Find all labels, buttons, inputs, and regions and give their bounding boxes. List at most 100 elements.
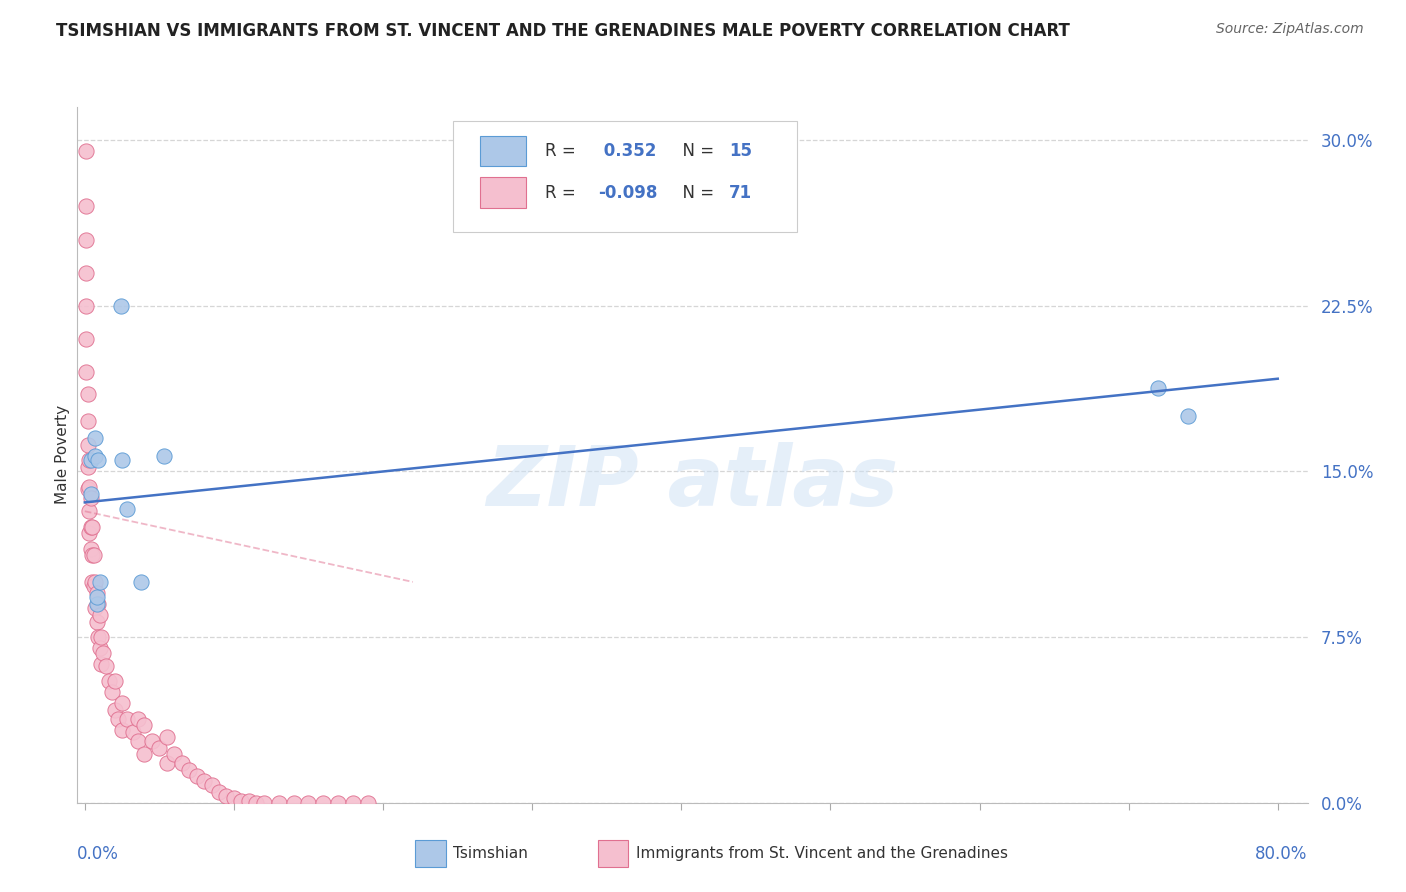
Point <box>156 756 179 770</box>
Point <box>170 756 193 770</box>
Point <box>84 601 107 615</box>
Point <box>134 718 156 732</box>
Text: N =: N = <box>672 184 718 202</box>
Point <box>141 734 163 748</box>
Point <box>215 789 238 804</box>
Point <box>111 697 134 711</box>
Text: 80.0%: 80.0% <box>1256 845 1308 863</box>
Point <box>121 725 143 739</box>
Point <box>80 519 103 533</box>
Point <box>222 791 245 805</box>
Point <box>328 796 350 810</box>
Point <box>82 549 104 563</box>
Point <box>231 794 253 808</box>
Point <box>148 740 170 755</box>
Point <box>91 646 114 660</box>
Point <box>76 482 98 496</box>
Point <box>283 796 305 810</box>
Text: 15: 15 <box>730 142 752 160</box>
Point <box>75 266 97 280</box>
Point <box>179 763 201 777</box>
Text: R =: R = <box>546 142 581 160</box>
Text: ZIP atlas: ZIP atlas <box>486 442 898 524</box>
Text: R =: R = <box>546 184 581 202</box>
Point <box>90 630 112 644</box>
Point <box>89 574 111 589</box>
Point <box>82 574 104 589</box>
Point <box>94 658 117 673</box>
FancyBboxPatch shape <box>453 121 797 232</box>
Y-axis label: Male Poverty: Male Poverty <box>55 405 70 505</box>
Point <box>89 608 111 623</box>
Point <box>77 526 100 541</box>
Point <box>83 549 105 563</box>
Point <box>86 615 108 629</box>
Point <box>104 703 127 717</box>
Point <box>83 579 105 593</box>
Point <box>75 332 97 346</box>
Point <box>97 674 120 689</box>
Point <box>153 449 176 463</box>
Point <box>84 431 107 445</box>
Text: N =: N = <box>672 142 718 160</box>
Point <box>80 491 103 505</box>
Point <box>163 747 186 762</box>
Point <box>104 674 127 689</box>
Point <box>77 504 100 518</box>
Point <box>86 591 108 605</box>
Point <box>127 712 149 726</box>
Text: 71: 71 <box>730 184 752 202</box>
Point <box>111 453 134 467</box>
Point <box>186 769 208 783</box>
Point <box>87 453 110 467</box>
Point <box>75 233 97 247</box>
Point <box>75 365 97 379</box>
Point <box>82 519 104 533</box>
Point <box>342 796 364 810</box>
Point <box>107 712 129 726</box>
Point <box>80 453 103 467</box>
Point <box>75 145 97 159</box>
Point <box>131 574 153 589</box>
Point <box>193 773 215 788</box>
Point <box>134 747 156 762</box>
Point <box>76 438 98 452</box>
Point <box>76 414 98 428</box>
Point <box>111 723 134 737</box>
Bar <box>479 178 526 208</box>
Point <box>76 460 98 475</box>
Text: TSIMSHIAN VS IMMIGRANTS FROM ST. VINCENT AND THE GRENADINES MALE POVERTY CORRELA: TSIMSHIAN VS IMMIGRANTS FROM ST. VINCENT… <box>56 22 1070 40</box>
Text: 0.0%: 0.0% <box>77 845 120 863</box>
Point <box>267 796 290 810</box>
Point <box>87 597 110 611</box>
Point <box>1147 380 1170 394</box>
Point <box>90 657 112 671</box>
Point <box>1177 409 1199 424</box>
Point <box>76 387 98 401</box>
Point <box>253 796 276 810</box>
Text: -0.098: -0.098 <box>598 184 657 202</box>
Point <box>115 712 138 726</box>
Text: Source: ZipAtlas.com: Source: ZipAtlas.com <box>1216 22 1364 37</box>
Point <box>297 796 319 810</box>
Point <box>115 502 138 516</box>
Point <box>77 453 100 467</box>
Bar <box>479 136 526 166</box>
Point <box>100 685 122 699</box>
Text: 0.352: 0.352 <box>598 142 657 160</box>
Point <box>86 597 108 611</box>
Point <box>357 796 380 810</box>
Point <box>80 486 103 500</box>
Point <box>84 574 107 589</box>
Point <box>87 630 110 644</box>
Point <box>245 796 267 810</box>
Point <box>75 199 97 213</box>
Point <box>156 730 179 744</box>
Point <box>238 794 260 808</box>
Text: Tsimshian: Tsimshian <box>453 847 527 861</box>
Point <box>127 734 149 748</box>
Point <box>75 299 97 313</box>
Point <box>200 778 222 792</box>
Point <box>77 480 100 494</box>
Point <box>208 785 231 799</box>
